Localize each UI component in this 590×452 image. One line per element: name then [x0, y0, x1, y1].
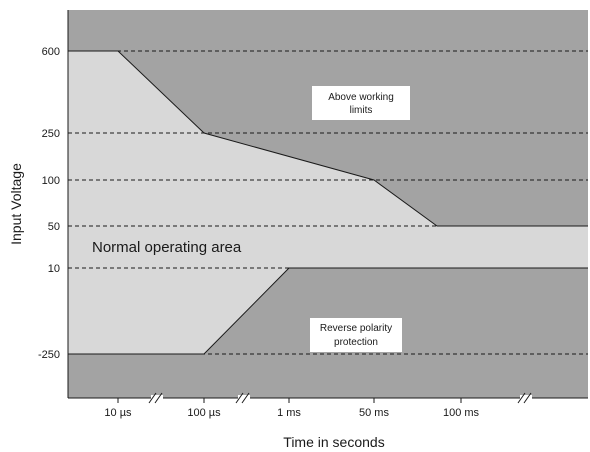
- axis-break-0: [148, 392, 163, 404]
- lower-limit-line: [68, 267, 588, 355]
- y-tick-labels: 600 250 100 50 10 -250: [38, 46, 60, 361]
- y-axis-label: Input Voltage: [8, 163, 24, 245]
- y-tick-label-4: 10: [48, 263, 60, 275]
- y-tick-label-1: 250: [42, 128, 60, 140]
- region-label-reverse-line-1: Reverse polarity: [320, 323, 392, 334]
- axis-break-1: [235, 392, 250, 404]
- x-tick-label-2: 1 ms: [277, 407, 301, 419]
- axis-breaks: [148, 392, 532, 404]
- y-tick-label-3: 50: [48, 221, 60, 233]
- grid-lines: [68, 50, 588, 355]
- x-tick-label-1: 100 µs: [187, 407, 221, 419]
- y-tick-label-2: 100: [42, 175, 60, 187]
- region-reverse-polarity: Reverse polarity protection: [310, 318, 402, 352]
- region-label-above-line-1: Above working: [328, 92, 394, 103]
- x-axis-label: Time in seconds: [283, 434, 384, 450]
- x-tick-label-4: 100 ms: [443, 407, 480, 419]
- region-above-working-limits: Above working limits: [312, 86, 410, 120]
- axis-break-2: [517, 392, 532, 404]
- x-tick-label-0: 10 µs: [104, 407, 132, 419]
- region-label-normal: Normal operating area: [92, 239, 242, 256]
- region-label-box-reverse: [310, 318, 402, 352]
- x-tick-labels: 10 µs 100 µs 1 ms 50 ms 100 ms: [104, 398, 480, 419]
- y-tick-label-5: -250: [38, 349, 60, 361]
- region-label-above-line-2: limits: [350, 105, 373, 116]
- region-label-box-above: [312, 86, 410, 120]
- normal-operating-area: [68, 51, 588, 354]
- y-tick-label-0: 600: [42, 46, 60, 58]
- region-label-reverse-line-2: protection: [334, 337, 378, 348]
- x-tick-label-3: 50 ms: [359, 407, 389, 419]
- upper-limit-line: [68, 50, 588, 227]
